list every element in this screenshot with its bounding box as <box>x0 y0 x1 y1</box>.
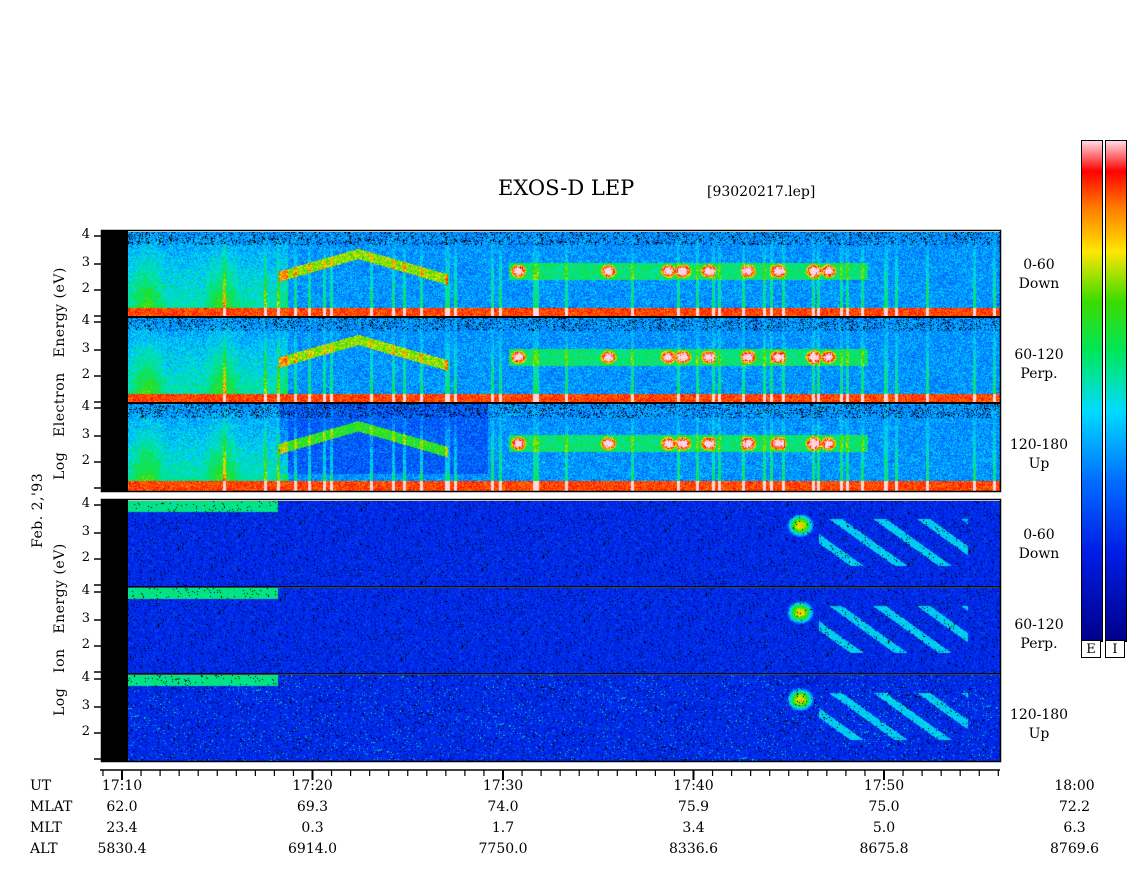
y-tick-label: 2 <box>81 550 90 565</box>
row-label: MLT <box>30 820 62 836</box>
row-value: 5830.4 <box>97 841 147 857</box>
colorbar-label-e: E <box>1081 640 1101 658</box>
electron-data-gap <box>102 231 128 492</box>
electron-down-spectrogram <box>128 232 1000 318</box>
row-value: 8675.8 <box>859 841 909 857</box>
electron-axis-label: Log Electron Energy (eV) <box>52 267 68 480</box>
y-tick-label: 4 <box>81 399 90 414</box>
row-value: 5.0 <box>872 820 896 836</box>
ion-data-gap <box>102 500 128 762</box>
row-value: 17:30 <box>482 778 524 794</box>
ion-frame <box>100 498 1002 763</box>
ion-up-spectrogram <box>128 675 1000 761</box>
row-value: 8769.6 <box>1050 841 1099 857</box>
y-tick-label: 2 <box>81 281 90 296</box>
file-name: [93020217.lep] <box>707 184 816 200</box>
y-tick-label: 3 <box>81 427 90 442</box>
y-tick-label: 3 <box>81 341 90 356</box>
row-value: 8336.6 <box>669 841 718 857</box>
ion-down-spectrogram <box>128 501 1000 587</box>
channel-label-ion-up: 120-180 Up <box>1009 707 1069 742</box>
ion-axis-label: Log Ion Energy (eV) <box>52 543 68 716</box>
y-tick-label: 2 <box>81 453 90 468</box>
y-tick-label: 4 <box>81 670 90 685</box>
channel-label-electron-up: 120-180 Up <box>1009 437 1069 472</box>
row-value: 17:40 <box>673 778 714 794</box>
electron-frame <box>100 229 1002 493</box>
row-value: 17:20 <box>292 778 333 794</box>
y-tick-label: 3 <box>81 698 90 713</box>
row-value: 7750.0 <box>478 841 528 857</box>
date-label: Feb. 2,'93 <box>30 472 46 548</box>
row-value: 0.3 <box>301 820 324 836</box>
y-tick-label: 4 <box>81 313 90 328</box>
colorbar-label-i: I <box>1105 640 1125 658</box>
row-value: 17:50 <box>863 778 905 794</box>
electron-perp-spectrogram <box>128 318 1000 404</box>
row-value: 75.9 <box>677 799 710 815</box>
y-tick-label: 4 <box>81 227 90 242</box>
row-label: UT <box>30 778 52 794</box>
y-ticks <box>94 235 102 760</box>
y-tick-label: 3 <box>81 524 90 539</box>
ion-perp-spectrogram <box>128 588 1000 674</box>
row-label: MLAT <box>30 799 73 815</box>
row-value: 17:10 <box>101 778 143 794</box>
row-value: 74.0 <box>487 799 519 815</box>
y-tick-label: 4 <box>81 583 90 598</box>
row-value: 1.7 <box>491 820 515 836</box>
chart-title: EXOS-D LEP <box>498 176 635 200</box>
row-value: 6914.0 <box>288 841 337 857</box>
row-value: 72.2 <box>1058 799 1091 815</box>
row-value: 75.0 <box>868 799 900 815</box>
row-value: 62.0 <box>106 799 138 815</box>
row-value: 18:00 <box>1054 778 1095 794</box>
y-tick-label: 2 <box>81 637 90 652</box>
y-tick-label: 2 <box>81 367 90 382</box>
row-value: 69.3 <box>296 799 329 815</box>
y-tick-label: 2 <box>81 724 90 739</box>
electron-up-spectrogram <box>128 404 1000 491</box>
ion-colorbar <box>1105 140 1127 642</box>
channel-label-ion-down: 0-60 Down <box>1018 527 1060 562</box>
x-ticks <box>102 770 999 780</box>
channel-label-electron-down: 0-60 Down <box>1018 257 1060 292</box>
channel-label-electron-perp: 60-120 Perp. <box>1014 347 1064 382</box>
channel-label-ion-perp: 60-120 Perp. <box>1014 617 1064 652</box>
row-label: ALT <box>30 841 58 857</box>
electron-colorbar <box>1081 140 1103 642</box>
y-tick-label: 4 <box>81 496 90 511</box>
y-tick-label: 3 <box>81 255 90 270</box>
row-value: 6.3 <box>1063 820 1086 836</box>
row-value: 23.4 <box>106 820 138 836</box>
y-tick-label: 3 <box>81 611 90 626</box>
row-value: 3.4 <box>682 820 705 836</box>
